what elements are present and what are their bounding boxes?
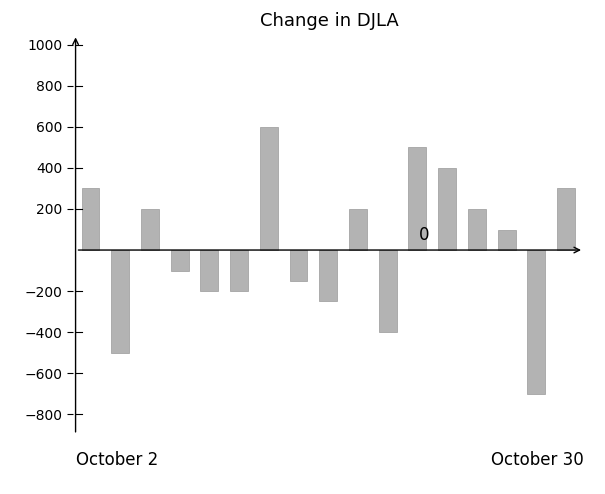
Text: October 2: October 2: [76, 451, 158, 469]
Text: October 30: October 30: [491, 451, 584, 469]
Bar: [200, 250, 218, 291]
Bar: [468, 209, 486, 250]
Title: Change in DJLA: Change in DJLA: [260, 12, 399, 30]
Bar: [557, 189, 575, 250]
Bar: [438, 168, 456, 250]
Bar: [528, 250, 545, 394]
Bar: [349, 209, 367, 250]
Bar: [498, 230, 515, 250]
Bar: [379, 250, 397, 332]
Bar: [319, 250, 337, 301]
Bar: [290, 250, 307, 281]
Bar: [141, 209, 159, 250]
Bar: [171, 250, 189, 271]
Bar: [408, 147, 427, 250]
Text: 0: 0: [419, 226, 430, 244]
Bar: [260, 127, 278, 250]
Bar: [82, 189, 99, 250]
Bar: [230, 250, 248, 291]
Bar: [111, 250, 129, 353]
